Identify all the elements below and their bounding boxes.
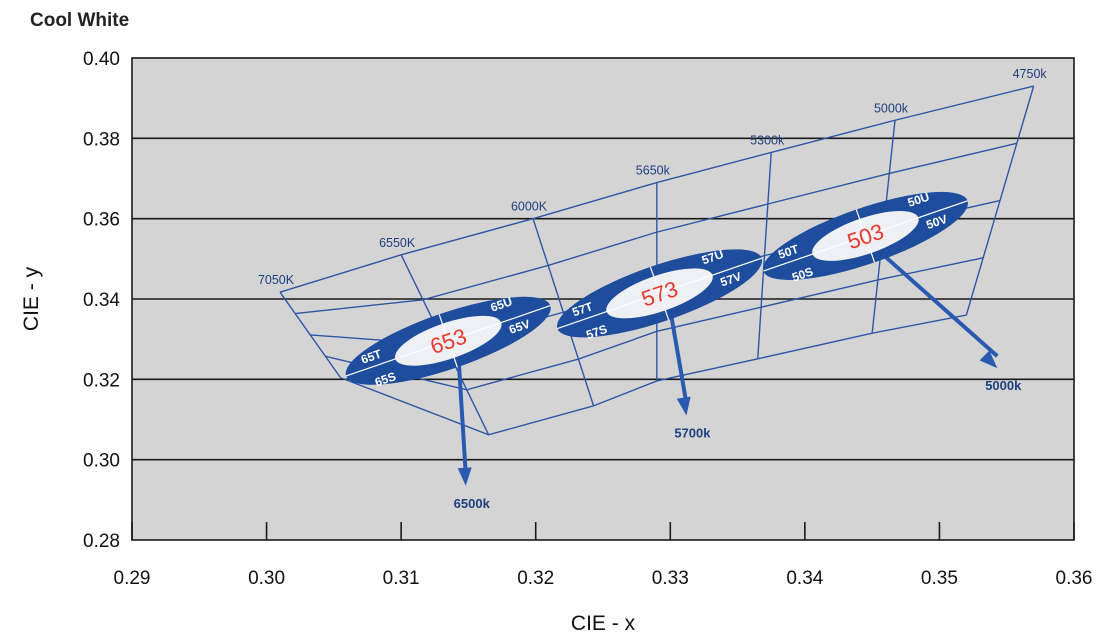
bin-arrow bbox=[874, 246, 999, 358]
bin-quadrant-label: 57T bbox=[570, 299, 595, 319]
y-tick-label: 0.34 bbox=[83, 290, 120, 311]
cct-isotherm bbox=[965, 85, 1035, 316]
bin-arrow bbox=[667, 305, 689, 404]
x-tick-label: 0.31 bbox=[383, 568, 420, 589]
arrow-label: 6500k bbox=[454, 496, 491, 511]
x-axis-label: CIE - x bbox=[571, 612, 636, 635]
grid-lines bbox=[132, 137, 1074, 461]
bin-divider bbox=[649, 266, 670, 321]
bin-quadrant-label: 57U bbox=[700, 247, 725, 267]
arrow-head bbox=[979, 350, 998, 369]
bin-quadrant-label: 50V bbox=[924, 212, 949, 232]
x-tick-label: 0.32 bbox=[517, 568, 554, 589]
y-axis-label: CIE - y bbox=[20, 266, 43, 331]
bin-quadrant-label: 50T bbox=[776, 242, 801, 262]
x-tick-label: 0.29 bbox=[114, 568, 151, 589]
cct-label: 7050K bbox=[258, 273, 295, 287]
arrow-label: 5000k bbox=[985, 378, 1022, 393]
y-tick-label: 0.36 bbox=[83, 210, 120, 231]
bin-divider bbox=[855, 209, 876, 263]
bin-divider bbox=[438, 314, 458, 368]
cct-isotherm bbox=[757, 152, 772, 359]
cct-isotherm bbox=[279, 291, 342, 379]
cct-isotherm bbox=[532, 218, 595, 407]
x-tick-label: 0.33 bbox=[652, 568, 689, 589]
cct-label: 6550K bbox=[379, 236, 416, 250]
y-tick-label: 0.28 bbox=[83, 531, 120, 552]
x-tick-label: 0.30 bbox=[248, 568, 285, 589]
y-tick-label: 0.40 bbox=[83, 49, 120, 70]
axis-ticks: 0.28 0.30 0.32 0.34 0.36 0.38 0.40 0.29 0.30 0.31… bbox=[83, 49, 1092, 589]
bin-quadrant-label: 65T bbox=[359, 347, 384, 367]
arrow-head bbox=[676, 396, 691, 416]
arrow-head bbox=[457, 467, 472, 486]
bin-quadrant-label: 65U bbox=[489, 294, 514, 314]
cct-label: 5650k bbox=[636, 164, 671, 178]
y-tick-label: 0.38 bbox=[83, 129, 120, 150]
bin-arrow bbox=[456, 352, 468, 474]
x-tick-label: 0.34 bbox=[786, 568, 823, 589]
cct-label: 5300k bbox=[750, 133, 785, 147]
bin-quadrant-label: 57S bbox=[584, 322, 609, 342]
bin-quadrant-label: 50U bbox=[906, 189, 931, 209]
bins: 65365T65U65S65V57357T57U57S57V50350T50U5… bbox=[345, 189, 968, 389]
chart-title: Cool White bbox=[30, 10, 129, 31]
bin-quadrant-label: 65V bbox=[507, 317, 532, 337]
x-tick-label: 0.36 bbox=[1056, 568, 1093, 589]
cct-label: 6000K bbox=[511, 200, 548, 214]
bin-quadrant-label: 65S bbox=[373, 369, 398, 389]
bin-quadrant-label: 57V bbox=[718, 269, 743, 289]
y-tick-label: 0.32 bbox=[83, 370, 120, 391]
cct-label: 5000k bbox=[874, 101, 909, 115]
y-tick-label: 0.30 bbox=[83, 451, 120, 472]
cct-label: 4750k bbox=[1013, 67, 1048, 81]
bin-quadrant-label: 50S bbox=[790, 264, 815, 284]
x-tick-label: 0.35 bbox=[921, 568, 958, 589]
arrow-label: 5700k bbox=[674, 425, 711, 440]
